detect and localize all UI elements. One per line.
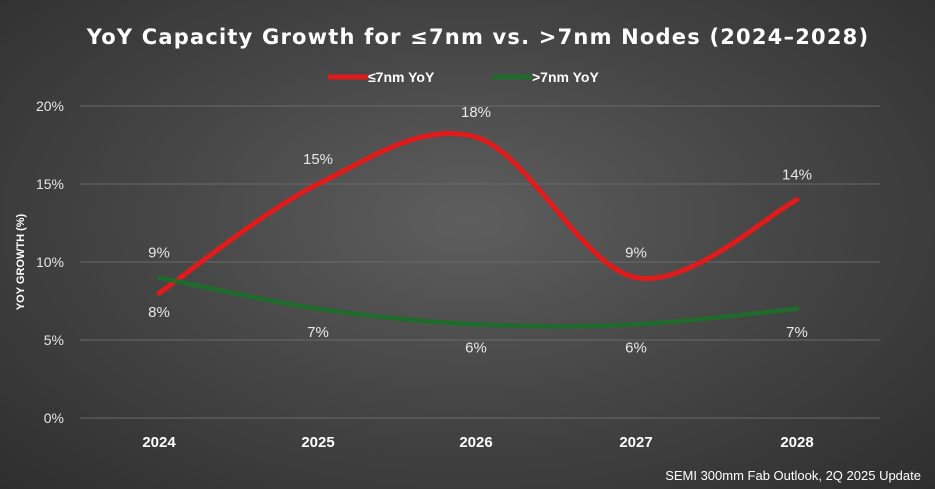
data-labels: 8% 15% 18% 9% 14% 9% 7% 6% 6% 7% [148,104,812,356]
x-tick-label: 2025 [301,434,334,451]
y-tick-label: 10% [36,254,64,270]
y-tick-label: 0% [44,410,64,426]
source-note: SEMI 300mm Fab Outlook, 2Q 2025 Update [665,468,921,483]
gridlines [80,105,880,419]
data-label: 14% [782,167,812,184]
legend-label: ≤7nm YoY [368,69,435,85]
x-tick-label: 2027 [619,434,652,451]
data-label: 9% [625,245,647,262]
data-label: 6% [465,339,487,356]
y-tick-label: 5% [44,332,64,348]
chart-title: YoY Capacity Growth for ≤7nm vs. >7nm No… [86,25,870,49]
data-label: 9% [148,245,170,262]
y-tick-label: 15% [36,176,64,192]
data-label: 7% [307,324,329,341]
y-tick-label: 20% [36,98,64,114]
y-axis-ticks: 0% 5% 10% 15% 20% [36,98,64,426]
data-label: 18% [461,104,491,121]
data-label: 6% [625,339,647,356]
y-axis-label: YOY GROWTH (%) [15,213,27,310]
series-line-le7nm [156,131,800,296]
x-tick-label: 2026 [459,434,492,451]
data-label: 15% [303,151,333,168]
x-tick-label: 2024 [142,434,176,451]
series-line-gt7nm [156,275,800,329]
legend-label: >7nm YoY [532,69,599,85]
series-lines [156,131,800,329]
x-tick-label: 2028 [780,434,813,451]
legend: ≤7nm YoY >7nm YoY [327,69,599,85]
x-axis-ticks: 2024 2025 2026 2027 2028 [142,434,813,451]
data-label: 7% [786,324,808,341]
data-label: 8% [148,304,170,321]
